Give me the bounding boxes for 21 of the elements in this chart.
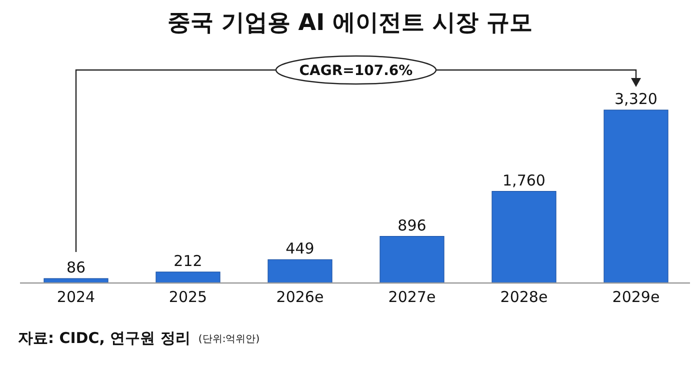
chart-title: 중국 기업용 AI 에이전트 시장 규모: [167, 10, 533, 36]
text: (단위:억위안): [198, 334, 260, 345]
x-tick-label: 2026e: [276, 288, 324, 306]
x-tick-label: 2027e: [388, 288, 436, 306]
text: CAGR=107.6%: [299, 63, 413, 79]
bar: [492, 190, 556, 284]
x-tick-label: 2029e: [612, 288, 660, 306]
data-label: 449: [286, 240, 314, 258]
data-label: 896: [398, 216, 426, 234]
bar: [380, 236, 444, 284]
text: 자료: CIDC, 연구원 정리: [18, 329, 190, 347]
x-tick-label: 2025: [168, 288, 208, 306]
x-tick-label: 2028e: [500, 288, 548, 306]
data-label: 1,760: [502, 171, 546, 190]
x-tick-label: 2024: [56, 288, 96, 306]
bar: [604, 110, 668, 284]
data-label: 212: [174, 252, 202, 270]
bar: [156, 272, 220, 284]
data-label: 86: [66, 258, 86, 277]
bar: [268, 259, 332, 284]
data-label: 3,320: [614, 90, 658, 108]
